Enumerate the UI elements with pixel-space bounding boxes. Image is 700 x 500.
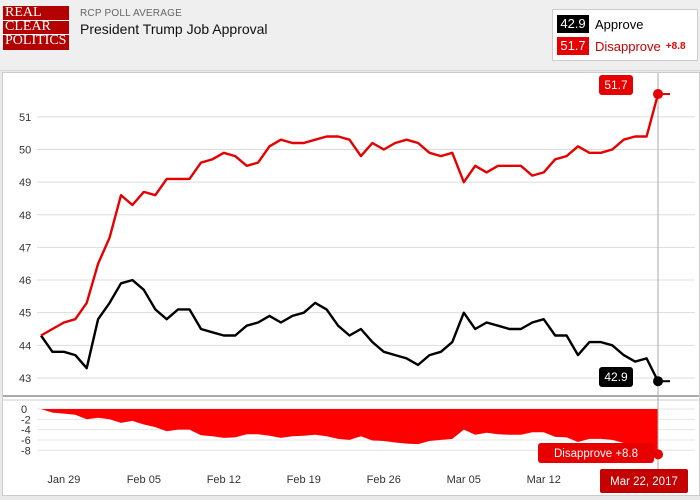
- approve-end-label: 42.9: [604, 370, 628, 384]
- y-tick-label: 50: [19, 145, 31, 157]
- x-tick-label: Mar 12: [527, 474, 561, 486]
- x-tick-label: Mar 05: [447, 474, 481, 486]
- spread-tick-label: -6: [21, 435, 31, 447]
- x-tick-label: Feb 19: [287, 474, 321, 486]
- legend-disapprove-label: Disapprove: [595, 38, 661, 54]
- approve-end-label-box: [599, 367, 633, 387]
- y-tick-label: 45: [19, 308, 31, 320]
- series-line-approve: [40, 278, 660, 382]
- chart-area: 43 44 45 46 47 48 49 50 51 0 -2 -4 -6 -8 51.7 42.9 Disap…: [2, 72, 700, 496]
- date-badge-box: [600, 469, 688, 493]
- spread-area: [41, 409, 658, 455]
- logo-line-politics: POLITICS: [5, 33, 67, 48]
- logo-line-clear: CLEAR: [5, 19, 51, 34]
- chart-svg[interactable]: 43 44 45 46 47 48 49 50 51 0-2-4-6-8 51.7 42.9 Disap…: [3, 73, 699, 495]
- y-tick-label: 47: [19, 242, 31, 254]
- legend-disapprove: 51.7 Disapprove +8.8: [557, 37, 686, 55]
- legend-approve-value: 42.9: [557, 15, 589, 33]
- logo-line-real: REAL: [5, 5, 42, 20]
- spread-end-label: Disapprove +8.8: [554, 448, 638, 460]
- approve-end-marker: [653, 376, 663, 387]
- chart-title: President Trump Job Approval: [80, 21, 268, 37]
- spread-tick-label: -4: [21, 425, 31, 437]
- spread-tick-label: -8: [21, 445, 31, 457]
- y-tick-label: 51: [19, 112, 31, 124]
- poll-average-kicker: RCP POLL AVERAGE: [80, 8, 182, 19]
- legend-disapprove-value: 51.7: [557, 37, 589, 55]
- x-tick-label: Feb 26: [367, 474, 401, 486]
- x-tick-label: Feb 12: [207, 474, 241, 486]
- series-line-disapprove: [40, 93, 660, 337]
- disapprove-end-marker: [653, 89, 663, 100]
- spread-end-label-box: [538, 443, 654, 463]
- y-tick-label: 46: [19, 275, 31, 287]
- x-tick-label: Feb 05: [127, 474, 161, 486]
- legend: 42.9 Approve 51.7 Disapprove +8.8: [552, 9, 698, 61]
- disapprove-end-label-box: [599, 75, 633, 95]
- legend-approve: 42.9 Approve: [557, 15, 643, 33]
- disapprove-end-label: 51.7: [604, 78, 628, 92]
- rcp-logo[interactable]: REAL CLEAR POLITICS: [3, 6, 69, 50]
- x-tick-label: Jan 29: [47, 474, 80, 486]
- y-tick-label: 44: [19, 340, 31, 352]
- spread-tick-label: 0: [21, 404, 27, 416]
- spread-tick-label: -2: [21, 414, 31, 426]
- legend-spread-value: +8.8: [665, 40, 686, 52]
- spread-end-marker: [653, 449, 663, 460]
- date-badge: Mar 22, 2017: [610, 476, 678, 488]
- y-tick-label: 48: [19, 210, 31, 222]
- chart-header: REAL CLEAR POLITICS RCP POLL AVERAGE Pre…: [0, 0, 700, 71]
- y-tick-label: 43: [19, 373, 31, 385]
- y-tick-label: 49: [19, 177, 31, 189]
- legend-approve-label: Approve: [595, 16, 644, 32]
